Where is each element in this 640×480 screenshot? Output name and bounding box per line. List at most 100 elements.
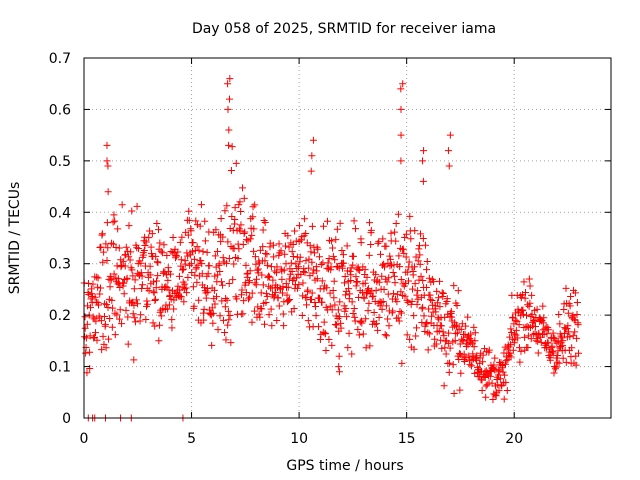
data-point xyxy=(383,332,391,340)
data-point xyxy=(383,278,391,286)
data-point xyxy=(539,302,547,310)
data-point xyxy=(519,306,527,314)
data-point xyxy=(290,305,298,313)
data-point xyxy=(353,277,361,285)
data-point xyxy=(571,328,579,336)
data-point xyxy=(183,289,191,297)
data-point xyxy=(295,222,303,230)
data-point xyxy=(307,248,315,256)
data-point xyxy=(453,329,461,337)
data-point xyxy=(291,227,299,235)
data-point xyxy=(262,249,270,257)
data-point xyxy=(304,286,312,294)
data-point xyxy=(191,271,199,279)
data-point xyxy=(482,382,490,390)
data-point xyxy=(131,276,139,284)
data-point xyxy=(462,322,470,330)
data-point xyxy=(335,313,343,321)
data-point xyxy=(289,276,297,284)
data-point xyxy=(248,318,256,326)
data-point xyxy=(266,239,274,247)
data-point xyxy=(133,202,141,210)
data-point xyxy=(502,378,510,386)
data-point xyxy=(496,375,504,383)
data-point xyxy=(366,342,374,350)
data-point xyxy=(384,290,392,298)
chart-title: Day 058 of 2025, SRMTID for receiver iam… xyxy=(192,21,496,37)
data-point xyxy=(100,248,108,256)
data-point xyxy=(124,313,132,321)
data-point xyxy=(428,312,436,320)
data-point xyxy=(372,286,380,294)
data-point xyxy=(247,215,255,223)
data-point xyxy=(500,395,508,403)
data-point xyxy=(245,277,253,285)
data-point xyxy=(325,255,333,263)
data-point xyxy=(328,237,336,245)
data-point xyxy=(224,80,232,88)
data-point xyxy=(104,162,112,170)
data-point xyxy=(269,276,277,284)
data-point xyxy=(302,229,310,237)
data-point xyxy=(480,373,488,381)
data-point xyxy=(195,296,203,304)
data-point xyxy=(375,238,383,246)
data-point xyxy=(137,269,145,277)
x-tick-label: 5 xyxy=(187,431,196,447)
data-point xyxy=(322,346,330,354)
data-point xyxy=(211,300,219,308)
data-point xyxy=(417,272,425,280)
data-point xyxy=(419,303,427,311)
data-point xyxy=(309,269,317,277)
data-point xyxy=(333,225,341,233)
data-point xyxy=(554,338,562,346)
data-point xyxy=(101,320,109,328)
data-point xyxy=(550,334,558,342)
data-point xyxy=(103,256,111,264)
data-point xyxy=(515,344,523,352)
data-point xyxy=(256,246,264,254)
data-point xyxy=(449,361,457,369)
data-point xyxy=(377,250,385,258)
data-point xyxy=(100,312,108,320)
data-point xyxy=(240,194,248,202)
data-point xyxy=(129,272,137,280)
data-point xyxy=(174,248,182,256)
data-point xyxy=(178,233,186,241)
data-point xyxy=(295,263,303,271)
data-point xyxy=(197,201,205,209)
x-tick-label: 0 xyxy=(80,431,89,447)
data-point xyxy=(549,347,557,355)
data-point xyxy=(129,310,137,318)
data-point xyxy=(566,333,574,341)
data-point xyxy=(345,285,353,293)
data-point xyxy=(377,298,385,306)
data-point xyxy=(346,290,354,298)
data-point xyxy=(391,228,399,236)
data-point xyxy=(111,217,119,225)
data-point xyxy=(219,233,227,241)
data-point xyxy=(439,328,447,336)
data-point xyxy=(478,386,486,394)
data-point xyxy=(419,276,427,284)
data-point xyxy=(137,259,145,267)
data-point xyxy=(308,152,316,160)
data-point xyxy=(313,267,321,275)
data-point xyxy=(250,225,258,233)
data-point xyxy=(81,313,89,321)
data-point xyxy=(308,258,316,266)
data-point xyxy=(237,291,245,299)
data-point xyxy=(387,229,395,237)
data-point xyxy=(245,295,253,303)
data-point xyxy=(108,296,116,304)
data-point xyxy=(236,227,244,235)
data-point xyxy=(412,253,420,261)
data-point xyxy=(258,305,266,313)
data-point xyxy=(562,358,570,366)
data-point xyxy=(146,262,154,270)
data-point xyxy=(352,225,360,233)
data-point xyxy=(226,225,234,233)
data-point xyxy=(143,297,151,305)
data-point xyxy=(130,301,138,309)
data-point xyxy=(149,278,157,286)
